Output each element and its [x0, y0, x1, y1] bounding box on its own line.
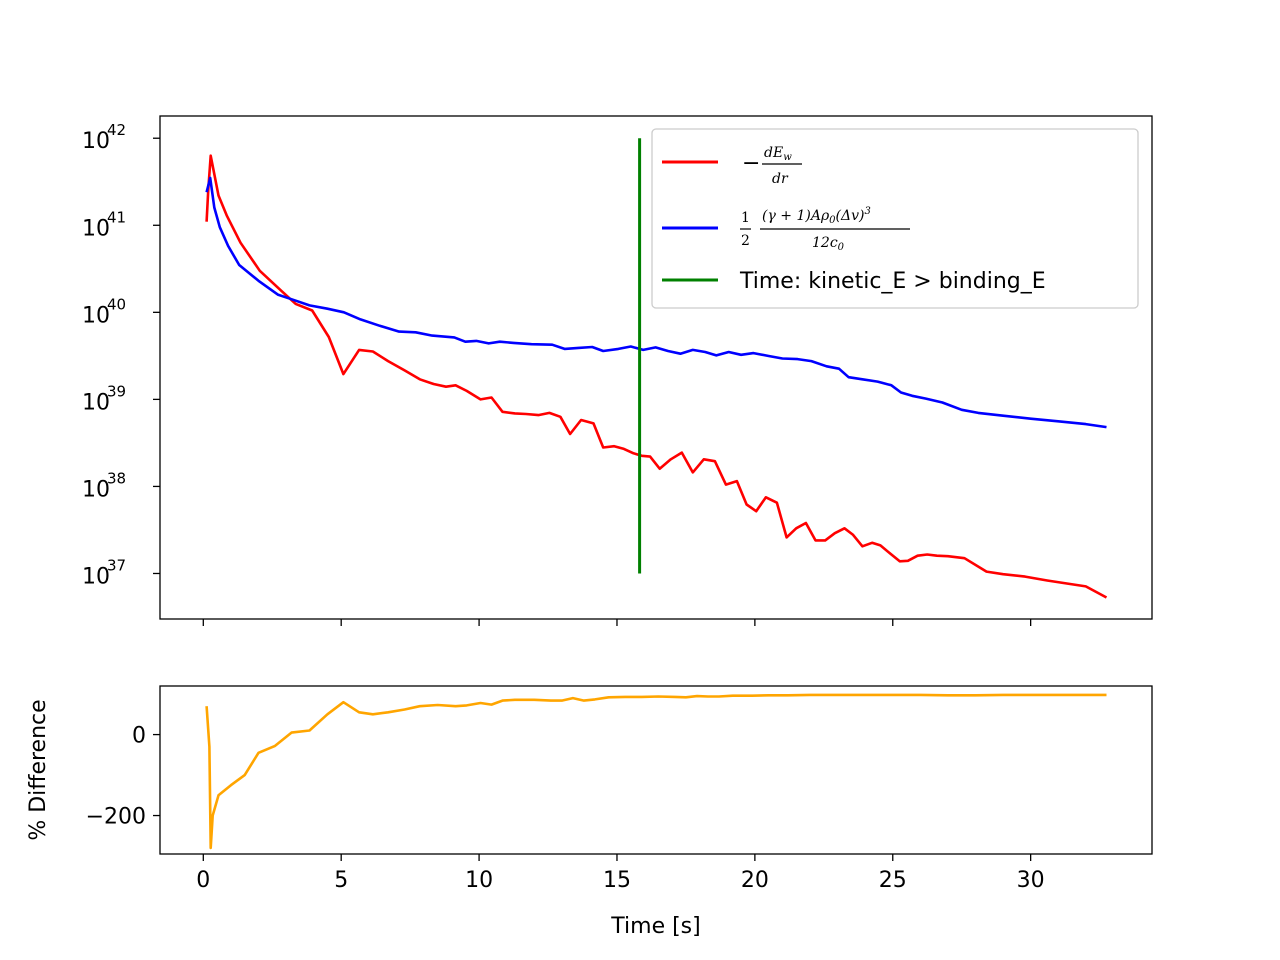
bottom-y-axis: 0 −200 [86, 724, 160, 830]
x-tick-label: 15 [603, 868, 631, 893]
bottom-panel: 0 −200 0 5 10 15 20 25 30 Time [s] % Difference [26, 685, 1153, 939]
series-line-0 [205, 154, 1108, 599]
y-tick-label: 10 [82, 477, 110, 502]
x-tick-label: 20 [741, 868, 769, 893]
x-tick-label: 10 [465, 868, 493, 893]
percent-difference-line [205, 693, 1107, 850]
bottom-axes-frame [159, 685, 1153, 855]
y-tick-label: 10 [82, 303, 110, 328]
x-tick-label: 5 [334, 868, 348, 893]
y-tick-exponent: 39 [107, 382, 126, 400]
svg-text:dr: dr [772, 171, 789, 187]
x-axis-label: Time [s] [610, 914, 700, 939]
y-tick-label: 10 [82, 216, 110, 241]
legend-box [651, 128, 1139, 309]
legend-label-dEw: − dEw dr [742, 145, 802, 187]
bottom-plot-area [160, 686, 1152, 854]
svg-text:12c0: 12c0 [812, 235, 845, 253]
x-tick-label: 0 [196, 868, 210, 893]
bottom-series-group [205, 693, 1107, 850]
series-line-1 [205, 176, 1107, 429]
top-x-axis [202, 619, 1032, 626]
y-tick-label: −200 [86, 805, 146, 830]
y-axis-label: % Difference [26, 699, 51, 840]
bottom-x-axis: 0 5 10 15 20 25 30 [196, 854, 1045, 893]
top-series-group [205, 138, 1108, 599]
svg-text:2: 2 [741, 233, 750, 249]
svg-text:−: − [742, 151, 760, 176]
y-tick-exponent: 40 [107, 295, 126, 313]
y-tick-label: 10 [82, 129, 110, 154]
x-tick-label: 25 [879, 868, 907, 893]
svg-text:1: 1 [741, 210, 750, 226]
y-tick-exponent: 37 [107, 556, 126, 574]
legend: − dEw dr 1 2 (γ + 1)Aρ0(Δv)3 12c0 Time: … [651, 128, 1139, 309]
y-tick-label: 10 [82, 564, 110, 589]
y-tick-exponent: 41 [107, 208, 126, 226]
top-axes-frame [159, 115, 1153, 620]
x-tick-label: 30 [1017, 868, 1045, 893]
y-tick-label: 10 [82, 390, 110, 415]
y-tick-label: 0 [132, 724, 146, 749]
svg-text:(γ + 1)Aρ0(Δv)3: (γ + 1)Aρ0(Δv)3 [762, 206, 871, 226]
y-tick-exponent: 42 [107, 121, 126, 139]
y-tick-exponent: 38 [107, 469, 126, 487]
legend-label-analytic: 1 2 (γ + 1)Aρ0(Δv)3 12c0 [740, 206, 910, 253]
legend-label-time: Time: kinetic_E > binding_E [739, 269, 1046, 294]
